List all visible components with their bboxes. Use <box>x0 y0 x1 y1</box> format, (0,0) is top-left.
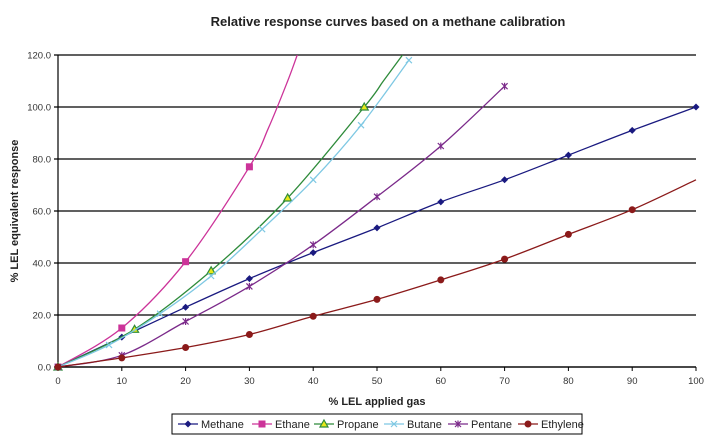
data-point-ethylene <box>628 206 636 214</box>
series-line-methane <box>58 106 697 368</box>
legend: Methane Ethane Propane Butane Pentane Ethylen… <box>171 413 584 435</box>
legend-marker-methane <box>184 420 192 428</box>
data-point-pentane <box>373 193 381 201</box>
data-point-butane <box>105 341 113 349</box>
x-tick-labels: 0 10 20 30 40 50 60 70 80 90 100 <box>55 376 704 387</box>
data-point-ethane <box>118 324 126 332</box>
data-point-pentane <box>437 142 445 150</box>
data-point-methane <box>245 275 253 283</box>
data-point-pentane <box>309 241 317 249</box>
legend-item-methane: Methane <box>178 419 244 431</box>
data-point-methane <box>564 151 572 159</box>
data-point-ethylene <box>437 276 445 284</box>
legend-label-methane: Methane <box>201 419 244 431</box>
data-point-pentane <box>245 282 253 290</box>
data-point-methane <box>373 224 381 232</box>
y-tick-label: 80.0 <box>33 155 52 166</box>
data-point-ethylene <box>54 363 62 371</box>
data-point-ethylene <box>118 354 126 362</box>
series-methane <box>54 103 700 371</box>
data-point-butane <box>156 310 164 318</box>
x-tick-label: 100 <box>688 376 704 387</box>
data-point-butane <box>357 121 365 129</box>
legend-item-propane: Propane <box>314 418 379 431</box>
data-point-ethylene <box>245 331 253 338</box>
x-tick-label: 30 <box>244 376 255 387</box>
data-point-butane <box>309 176 317 184</box>
data-point-pentane <box>182 318 190 325</box>
data-point-propane <box>282 192 293 202</box>
data-point-butane <box>207 272 215 280</box>
data-point-ethylene <box>564 230 572 238</box>
legend-item-butane: Butane <box>384 419 442 431</box>
legend-marker-propane <box>318 418 330 428</box>
data-point-methane <box>692 103 700 111</box>
data-point-ethane <box>245 163 253 171</box>
legend-item-pentane: Pentane <box>448 419 512 431</box>
data-point-ethane <box>182 258 190 266</box>
data-point-methane <box>501 176 509 184</box>
series-propane <box>52 55 404 371</box>
x-tick-label: 40 <box>308 376 319 387</box>
data-point-butane <box>258 225 266 233</box>
series-butane <box>54 56 413 371</box>
legend-marker-butane <box>390 420 398 428</box>
data-point-ethylene <box>501 255 509 263</box>
series-ethylene <box>54 179 697 371</box>
data-point-propane <box>206 265 217 275</box>
legend-label-propane: Propane <box>337 419 379 431</box>
y-tick-label: 120.0 <box>27 51 51 62</box>
y-tick-label: 100.0 <box>27 103 51 114</box>
y-tick-labels: 0.0 20.0 40.0 60.0 80.0 100.0 120.0 <box>27 51 51 374</box>
x-tick-label: 60 <box>436 376 447 387</box>
data-point-methane <box>437 198 445 206</box>
legend-label-pentane: Pentane <box>471 419 512 431</box>
series-ethane <box>54 55 298 371</box>
x-tick-label: 70 <box>499 376 510 387</box>
axes <box>57 55 697 371</box>
series-line-ethylene <box>58 179 697 368</box>
legend-marker-ethylene <box>524 420 532 428</box>
x-tick-label: 0 <box>55 376 60 387</box>
legend-box <box>171 413 583 435</box>
data-point-pentane <box>501 82 509 90</box>
chart-title: Relative response curves based on a meth… <box>211 14 566 29</box>
y-tick-label: 60.0 <box>33 207 52 218</box>
x-tick-label: 80 <box>563 376 574 387</box>
y-tick-label: 20.0 <box>33 311 52 322</box>
legend-item-ethane: Ethane <box>252 419 310 431</box>
data-point-butane <box>405 56 413 64</box>
data-point-ethylene <box>309 312 317 320</box>
legend-item-ethylene: Ethylene <box>518 419 584 431</box>
y-axis-label: % LEL equivalent response <box>9 140 21 283</box>
y-tick-label: 0.0 <box>38 363 51 374</box>
y-tick-label: 40.0 <box>33 259 52 270</box>
data-point-methane <box>309 249 317 257</box>
legend-label-ethane: Ethane <box>275 419 310 431</box>
x-tick-label: 50 <box>372 376 383 387</box>
data-point-ethylene <box>182 344 190 351</box>
data-point-ethylene <box>373 295 381 303</box>
data-point-methane <box>182 303 190 311</box>
data-point-methane <box>628 126 636 134</box>
x-tick-label: 90 <box>627 376 638 387</box>
series-layer <box>52 55 700 371</box>
legend-marker-pentane <box>454 420 462 428</box>
legend-label-butane: Butane <box>407 419 442 431</box>
legend-marker-ethane <box>258 420 266 428</box>
series-line-butane <box>58 59 410 368</box>
x-tick-label: 20 <box>180 376 191 387</box>
legend-label-ethylene: Ethylene <box>541 419 584 431</box>
x-axis-label: % LEL applied gas <box>329 396 426 408</box>
data-point-propane <box>359 101 370 111</box>
x-tick-label: 10 <box>117 376 128 387</box>
